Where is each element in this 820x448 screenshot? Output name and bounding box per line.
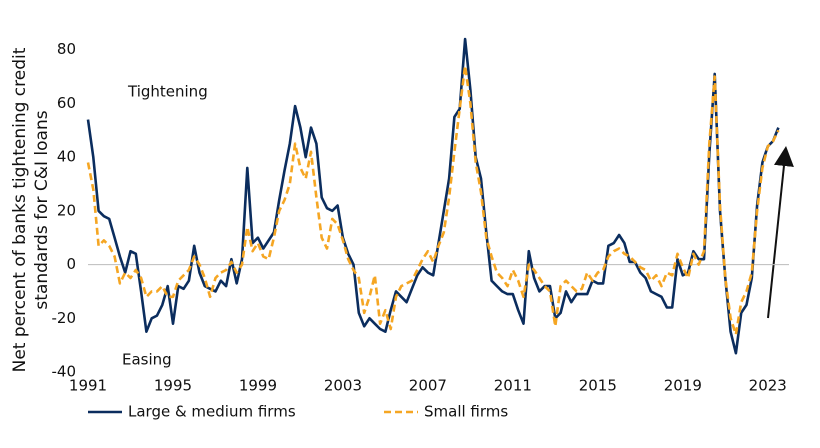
line	[86, 64, 780, 336]
x-tick-label: 2023	[749, 377, 787, 395]
x-tick-label: 1995	[154, 377, 192, 395]
x-tick-label: 2003	[324, 377, 362, 395]
y-axis-label: standards for C&I loans	[32, 110, 52, 309]
y-axis-label: Net percent of banks tightening credit	[10, 47, 30, 372]
y-tick-label: 0	[66, 255, 76, 273]
x-tick-label: 2007	[409, 377, 447, 395]
legend-label: Small firms	[424, 403, 508, 421]
annotation: Tightening	[127, 83, 208, 101]
y-tick-label: 20	[57, 201, 76, 219]
x-tick-label: 1991	[69, 377, 107, 395]
y-tick-label: -20	[52, 309, 77, 327]
annotation: Easing	[122, 351, 172, 369]
line	[86, 37, 780, 355]
x-tick-label: 2019	[664, 377, 702, 395]
x-tick-label: 2015	[579, 377, 617, 395]
y-tick-label: 40	[57, 148, 76, 166]
arrow	[767, 146, 794, 319]
x-tick-label: 2011	[494, 377, 532, 395]
y-tick-label: 80	[57, 40, 76, 58]
y-tick-label: -40	[52, 363, 77, 381]
y-tick-label: 60	[57, 94, 76, 112]
legend-label: Large & medium firms	[128, 403, 296, 421]
x-tick-label: 1999	[239, 377, 277, 395]
